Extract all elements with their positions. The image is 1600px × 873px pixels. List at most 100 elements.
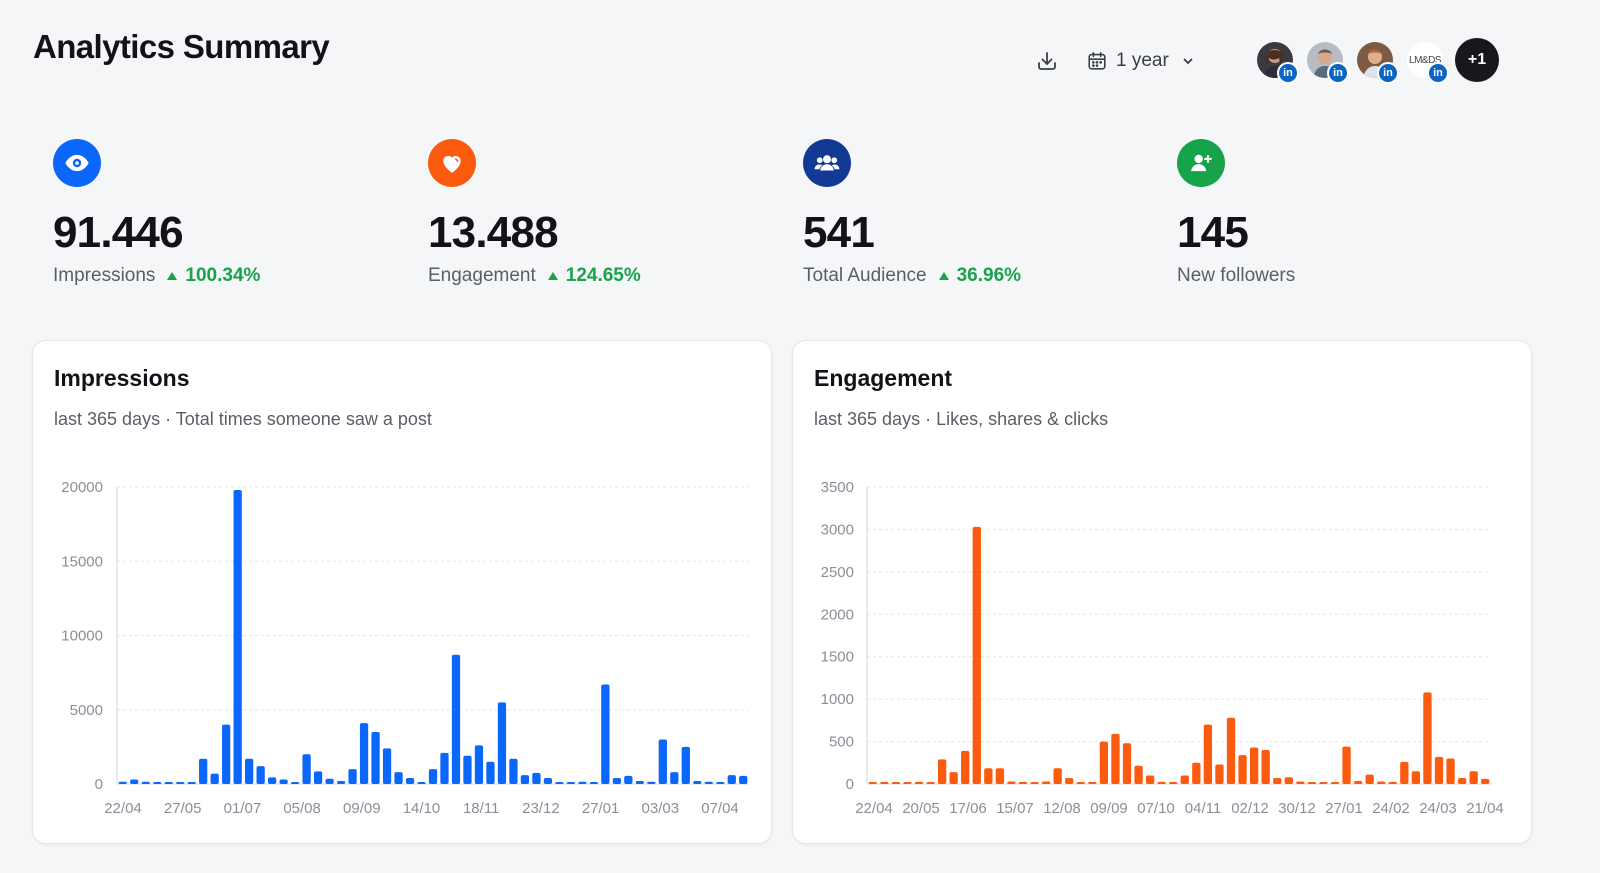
chart-bar: [926, 782, 935, 784]
impressions-chart: 0 5000 10000 15000 20000 22/04 27/05 01/07 05/08…: [61, 479, 749, 817]
chart-bar: [566, 782, 576, 784]
x-tick-label: 04/11: [1185, 800, 1221, 817]
x-tick-label: 24/03: [1419, 800, 1457, 817]
chart-bar: [509, 758, 518, 784]
chart-bar: [313, 771, 323, 784]
eye-icon: [65, 154, 89, 172]
company-logo-text: LM&DS: [1409, 54, 1441, 66]
chart-bar: [891, 782, 901, 784]
chart-bar: [961, 750, 970, 784]
chart-bar: [1180, 775, 1189, 784]
card-title: Engagement: [814, 365, 953, 391]
chart-bar: [1481, 778, 1490, 784]
chart-bar: [1434, 756, 1444, 784]
chart-bar: [1284, 777, 1293, 784]
avatar[interactable]: in: [1255, 40, 1299, 84]
chart-bar: [532, 772, 541, 784]
chart-bar: [1018, 781, 1028, 784]
kpi-change-value: 100.34%: [185, 265, 261, 286]
chart-bar: [1400, 761, 1409, 784]
chart-bar: [359, 723, 369, 784]
download-icon: [1038, 52, 1056, 70]
kpi-new-followers: 145 New followers: [1177, 139, 1295, 287]
chart-bar: [647, 781, 656, 784]
chart-bar: [474, 745, 484, 784]
download-button[interactable]: [1030, 44, 1064, 78]
chart-bar: [727, 775, 736, 784]
chart-bar: [1076, 782, 1085, 784]
chart-bar: [937, 759, 947, 784]
chart-bar: [222, 724, 231, 784]
x-tick-label: 27/01: [582, 800, 620, 817]
avatar-company-logo[interactable]: LM&DS in: [1405, 40, 1449, 84]
chart-bar: [463, 755, 472, 784]
chart-bar: [1111, 733, 1120, 784]
kpi-change-value: 36.96%: [956, 265, 1022, 286]
x-tick-label: 09/09: [343, 800, 381, 817]
chart-bar: [693, 781, 702, 784]
chart-bar: [739, 775, 748, 784]
x-tick-label: 27/01: [1325, 800, 1363, 817]
avatar[interactable]: in: [1355, 40, 1399, 84]
kpi-change: 124.65%: [547, 265, 641, 287]
chart-bar: [267, 777, 277, 784]
chart-bar: [382, 748, 392, 784]
x-tick-label: 22/04: [104, 800, 142, 817]
chart-bar: [589, 782, 599, 784]
chart-bar: [153, 782, 162, 784]
y-tick-label: 2000: [821, 606, 854, 623]
y-tick-label: 0: [95, 776, 103, 793]
chart-bar: [1226, 717, 1236, 784]
chart-bar: [1122, 743, 1132, 784]
x-tick-label: 07/04: [701, 800, 739, 817]
chart-bar: [1145, 775, 1155, 784]
chart-bar: [972, 526, 981, 784]
chart-bar: [1134, 765, 1143, 784]
x-tick-label: 07/10: [1137, 800, 1175, 817]
more-accounts-button[interactable]: +1: [1455, 38, 1499, 82]
x-tick-label: 24/02: [1372, 800, 1410, 817]
arrow-up-icon: [547, 272, 558, 280]
chart-bar: [371, 732, 380, 784]
x-tick-label: 18/11: [463, 800, 499, 817]
kpi-impressions: 91.446 Impressions 100.34%: [53, 139, 260, 287]
arrow-up-icon: [938, 272, 949, 280]
x-tick-label: 09/09: [1090, 800, 1128, 817]
chart-bar: [984, 768, 993, 784]
kpi-icon-badge: [53, 139, 101, 187]
x-tick-label: 01/07: [224, 800, 262, 817]
x-tick-label: 02/12: [1231, 800, 1269, 817]
chart-bar: [1330, 782, 1340, 784]
chart-bar: [199, 758, 208, 784]
x-tick-label: 14/10: [403, 800, 441, 817]
date-range-select[interactable]: 1 year: [1086, 50, 1195, 72]
chart-bar: [635, 781, 644, 784]
x-tick-label: 17/06: [949, 800, 987, 817]
avatar[interactable]: in: [1305, 40, 1349, 84]
y-tick-label: 1000: [821, 691, 854, 708]
kpi-icon-badge: [1177, 139, 1225, 187]
heart-icon: [443, 155, 461, 173]
chart-bar: [868, 782, 877, 784]
chart-bar: [428, 769, 438, 784]
kpi-label: Impressions: [53, 265, 156, 286]
kpi-icon-badge: [803, 139, 851, 187]
date-range-label: 1 year: [1116, 50, 1169, 71]
chart-bar: [995, 768, 1005, 784]
chart-bar: [612, 778, 621, 784]
y-tick-label: 500: [829, 734, 854, 751]
chart-bar: [704, 781, 713, 784]
page-title: Analytics Summary: [33, 28, 330, 65]
chart-bar: [497, 702, 507, 784]
y-tick-label: 20000: [61, 479, 103, 496]
chart-bar: [336, 781, 346, 784]
chart-bar: [130, 779, 139, 784]
chart-bar: [1215, 764, 1224, 784]
chart-bar: [880, 781, 889, 784]
chart-bar: [1457, 778, 1467, 784]
chart-bar: [405, 778, 415, 784]
x-tick-label: 15/07: [996, 800, 1034, 817]
kpi-label: Engagement: [428, 265, 536, 286]
chart-bar: [1157, 781, 1166, 784]
engagement-card: 0 500 1000 1500 2000 2500 3000 3500 22/04 20/05 17…: [792, 340, 1532, 844]
